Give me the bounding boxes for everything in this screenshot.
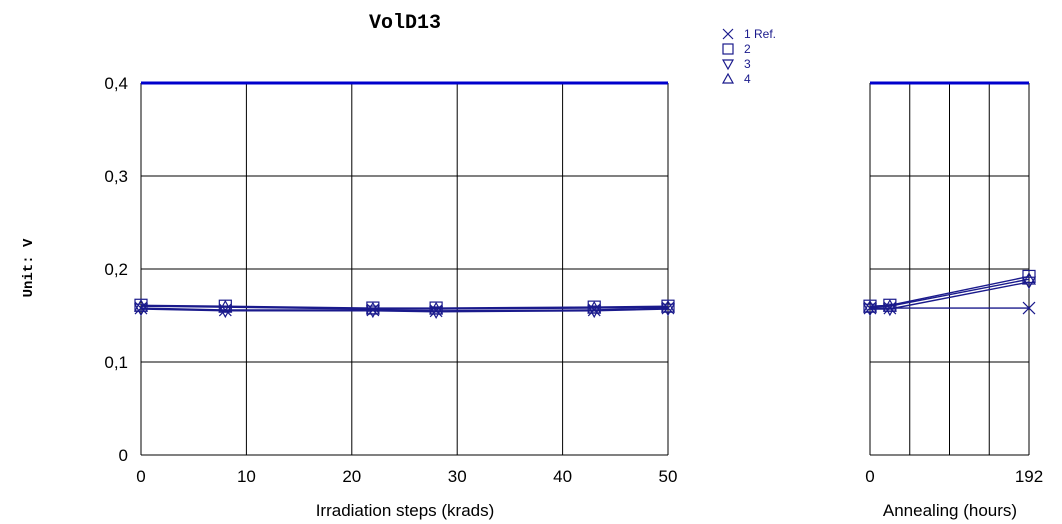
annealing-series-2-line (869, 275, 1030, 307)
annealing-series-4-point (882, 298, 897, 312)
irradiation-x-tick-label: 40 (553, 467, 572, 486)
legend-marker-4 (721, 72, 735, 84)
legend-label-4: 4 (744, 72, 751, 86)
legend-marker-1 (722, 28, 734, 40)
legend-marker-2 (722, 43, 734, 55)
legend-label-2: 2 (744, 42, 751, 56)
irradiation-series-1-line (140, 307, 669, 312)
irradiation-series-3-point (587, 305, 602, 319)
irradiation-series-3-point (429, 306, 444, 320)
y-tick-label: 0,3 (104, 167, 128, 186)
y-tick-label: 0,2 (104, 260, 128, 279)
annealing-x-tick-label: 192 (1015, 467, 1043, 486)
irradiation-x-tick-label: 50 (659, 467, 678, 486)
legend: 1 Ref.234 (721, 27, 776, 86)
irradiation-x-axis-label: Irradiation steps (krads) (316, 501, 495, 520)
annealing-x-axis-label: Annealing (hours) (883, 501, 1017, 520)
irradiation-series-4-line (140, 305, 669, 310)
irradiation-series-3-point (133, 303, 149, 317)
irradiation-series-4-point (429, 301, 444, 315)
irradiation-series-2-line (140, 304, 669, 309)
annealing-series-4-point (1021, 271, 1037, 285)
annealing-series-4-line (869, 278, 1030, 308)
irradiation-x-tick-label: 30 (448, 467, 467, 486)
y-tick-label: 0,4 (104, 74, 128, 93)
irradiation-series-3-point (660, 303, 676, 317)
legend-label-3: 3 (744, 57, 751, 71)
annealing-series-3-line (870, 281, 1030, 310)
irradiation-series-4-point (660, 299, 676, 313)
chart-title: VolD13 (369, 12, 441, 35)
y-tick-label: 0,1 (104, 353, 128, 372)
legend-marker-3 (721, 59, 735, 71)
irradiation-series-4-point (365, 301, 380, 315)
irradiation-x-tick-label: 20 (342, 467, 361, 486)
irradiation-series-4-point (133, 298, 149, 312)
annealing-series-3-point (862, 303, 878, 317)
irradiation-series-3-point (365, 305, 380, 319)
annealing-panel: 0 192 (862, 81, 1043, 486)
irradiation-panel: 0 0,1 0,2 0,3 0,4 0 10 20 30 40 50 (104, 74, 677, 486)
irradiation-series-4-point (587, 300, 602, 314)
y-axis-label: Unit: V (21, 238, 37, 297)
irradiation-series-3-line (140, 308, 669, 313)
annealing-series-3-point (1021, 276, 1037, 290)
irradiation-x-tick-label: 0 (136, 467, 145, 486)
irradiation-series-4-point (218, 299, 233, 313)
annealing-series-3-point (882, 303, 897, 317)
legend-label-1: 1 Ref. (744, 27, 776, 41)
annealing-series-4-point (862, 299, 878, 313)
irradiation-x-tick-label: 10 (237, 467, 256, 486)
annealing-x-tick-label: 0 (865, 467, 874, 486)
annealing-series-1-point (1022, 301, 1036, 315)
y-tick-label: 0 (119, 446, 128, 465)
